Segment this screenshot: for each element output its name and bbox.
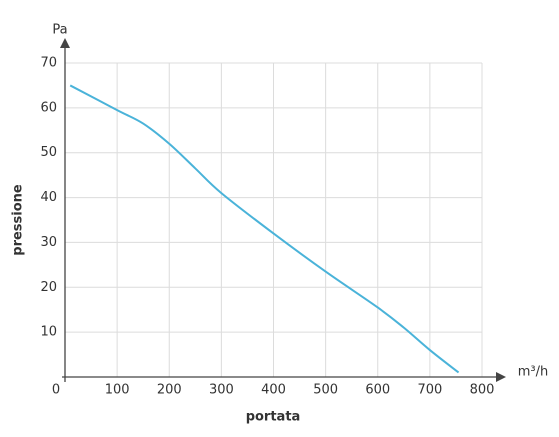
x-unit-label: m³/h <box>518 365 549 380</box>
x-tick-label: 200 <box>157 383 182 398</box>
x-tick-label: 300 <box>209 383 234 398</box>
y-tick-label: 30 <box>40 235 57 250</box>
x-tick-label: 400 <box>261 383 286 398</box>
x-axis-title: portata <box>246 410 301 425</box>
y-axis-arrow <box>60 38 70 48</box>
x-tick-label: 700 <box>417 383 442 398</box>
x-tick-label: 600 <box>365 383 390 398</box>
y-axis-title: pressione <box>11 184 26 256</box>
y-unit-label: Pa <box>52 23 67 38</box>
y-tick-label: 10 <box>40 325 57 340</box>
y-tick-label: 40 <box>40 190 57 205</box>
y-tick-label: 60 <box>40 100 57 115</box>
x-axis-arrow <box>496 372 506 382</box>
x-tick-label: 800 <box>470 383 495 398</box>
x-tick-label: 100 <box>105 383 130 398</box>
y-tick-label: 70 <box>40 56 57 71</box>
y-tick-label: 50 <box>40 145 57 160</box>
y-tick-label: 20 <box>40 280 57 295</box>
x-tick-label: 500 <box>313 383 338 398</box>
x-tick-label: 0 <box>52 383 60 398</box>
data-line <box>69 84 460 374</box>
